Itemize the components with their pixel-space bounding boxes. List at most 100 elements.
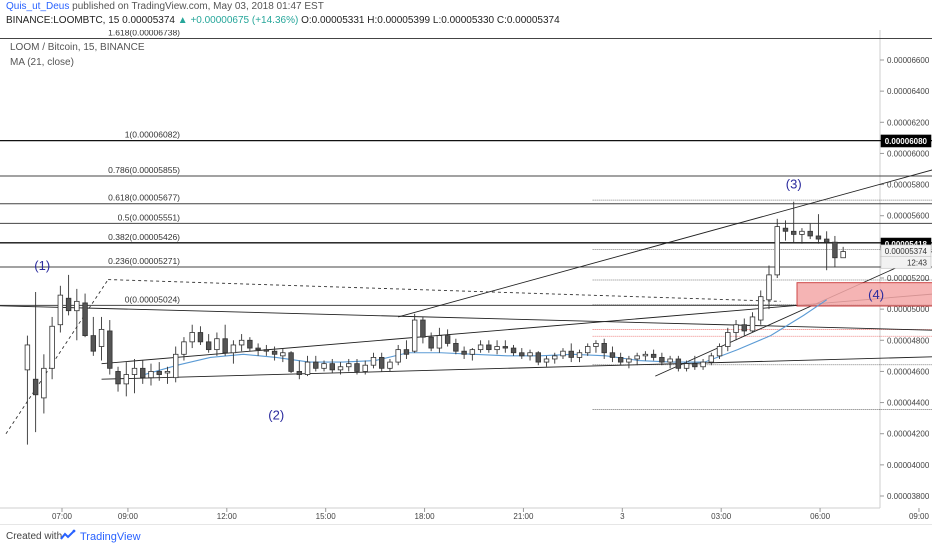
y-tick-label: 0.00006400 — [887, 87, 930, 96]
tradingview-link[interactable]: TradingView — [80, 531, 141, 543]
candle — [823, 238, 830, 243]
candle — [774, 226, 780, 276]
x-tick-label: 3 — [620, 512, 625, 520]
price-tag-label: 12:43 — [907, 258, 928, 267]
wave4-support-box — [796, 282, 932, 307]
candle — [271, 350, 278, 355]
y-tick-label: 0.00005600 — [887, 212, 930, 221]
candle — [758, 296, 764, 321]
candle — [749, 316, 756, 332]
candle — [230, 344, 237, 354]
candle — [519, 352, 525, 357]
x-tick-label: 18:00 — [415, 512, 436, 520]
candle — [667, 358, 673, 363]
dashed-line — [108, 279, 781, 302]
candle — [107, 330, 113, 369]
candle — [181, 341, 187, 355]
y-tick-label: 0.00006600 — [887, 56, 930, 65]
candle — [477, 344, 484, 351]
candle — [659, 357, 665, 363]
candle — [247, 339, 253, 349]
candle — [807, 230, 813, 237]
wave-label: (1) — [34, 258, 50, 273]
candle — [82, 302, 88, 337]
candle — [189, 332, 195, 343]
candle — [156, 371, 162, 375]
candle — [238, 339, 245, 346]
candle — [502, 346, 509, 349]
wave-label: (4) — [868, 287, 884, 302]
candle — [173, 353, 179, 379]
candle — [840, 251, 846, 259]
candle — [585, 346, 591, 354]
candle — [692, 363, 698, 368]
candle — [782, 227, 789, 232]
candle — [24, 344, 31, 371]
x-tick-label: 12:00 — [217, 512, 238, 520]
candle — [164, 371, 171, 374]
candle — [379, 357, 385, 369]
series-legend: LOOM / Bitcoin, 15, BINANCE — [10, 42, 145, 53]
candle — [716, 346, 723, 357]
candle — [313, 361, 319, 369]
candle — [90, 335, 97, 352]
fib-level-label: 0(0.00005024) — [125, 294, 180, 304]
fib-level-label: 0.786(0.00005855) — [108, 165, 180, 175]
x-tick-label: 06:00 — [810, 512, 831, 520]
last-price: 0.00005374 — [122, 15, 175, 26]
x-tick-label: 03:00 — [711, 512, 732, 520]
quote-line: BINANCE:LOOMBTC, 15 0.00005374 ▲ +0.0000… — [6, 15, 560, 26]
candle — [148, 371, 154, 379]
candle — [337, 366, 344, 371]
tradingview-logo-icon — [60, 529, 76, 540]
ma-legend: MA (21, close) — [10, 57, 74, 68]
y-tick-label: 0.00003800 — [887, 492, 930, 501]
candle — [552, 355, 558, 360]
candle — [527, 352, 533, 357]
candle — [57, 294, 64, 326]
candle — [123, 374, 129, 385]
y-tick-label: 0.00005200 — [887, 274, 930, 283]
candle — [395, 349, 401, 363]
price-tag-light — [880, 255, 932, 269]
candle — [510, 347, 517, 354]
candle — [593, 342, 599, 347]
high: H:0.00005399 — [367, 15, 431, 26]
candle — [32, 378, 39, 396]
candle — [675, 358, 682, 369]
candle — [601, 342, 607, 354]
candle — [41, 367, 47, 399]
candle — [560, 350, 566, 357]
candle — [642, 353, 649, 357]
candle — [329, 363, 335, 371]
candle — [444, 335, 451, 344]
candle — [296, 371, 303, 375]
wave-label: (3) — [786, 176, 802, 191]
candle — [362, 364, 368, 372]
fib-level-label: 1.618(0.00006738) — [108, 30, 180, 38]
candle — [453, 342, 459, 352]
x-tick-label: 09:00 — [118, 512, 139, 520]
y-tick-label: 0.00004800 — [887, 336, 930, 345]
price-chart[interactable]: 0.00006600 0.00006400 0.00006200 0.00006000… — [0, 30, 932, 520]
x-tick-label: 21:00 — [513, 512, 534, 520]
candle — [708, 355, 715, 363]
author-link[interactable]: Quis_ut_Deus — [6, 1, 70, 12]
candle — [205, 341, 212, 351]
candle — [494, 346, 500, 351]
candle — [535, 352, 541, 363]
candle — [321, 363, 327, 369]
candle — [370, 357, 377, 366]
fib-level-label: 0.5(0.00005551) — [118, 212, 181, 222]
candle — [799, 230, 805, 235]
candle — [815, 235, 822, 240]
close: C:0.00005374 — [496, 15, 560, 26]
candle — [543, 358, 550, 363]
candle — [49, 325, 55, 369]
ma-line — [144, 299, 827, 376]
candle — [197, 332, 204, 343]
candle — [115, 371, 121, 385]
trend-line — [0, 305, 932, 331]
trend-line — [398, 169, 932, 318]
candle — [683, 363, 690, 369]
